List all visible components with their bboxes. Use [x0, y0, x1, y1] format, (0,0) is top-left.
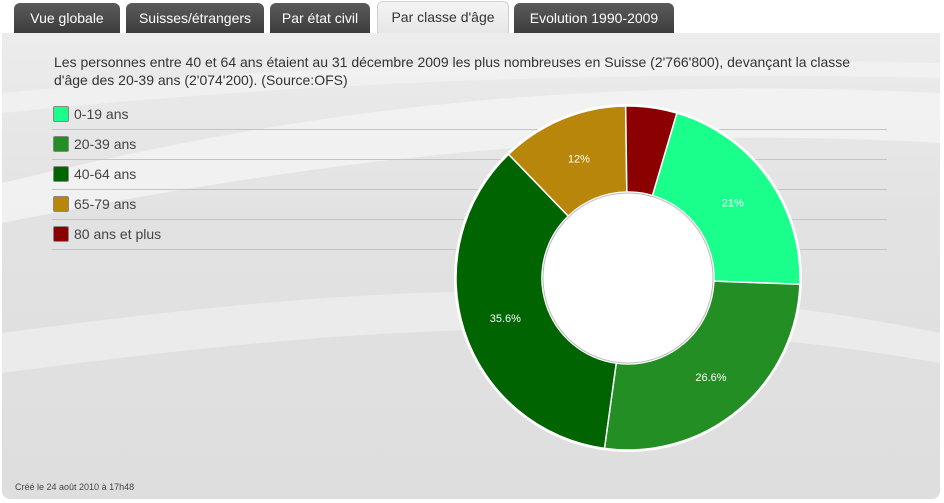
tab-evolution-1990-2009[interactable]: Evolution 1990-2009	[514, 3, 674, 34]
tab-bar: Vue globale Suisses/étrangers Par état c…	[0, 0, 944, 34]
legend-label: 65-79 ans	[74, 196, 137, 212]
legend-label: 0-19 ans	[74, 106, 129, 122]
tab-par-etat-civil[interactable]: Par état civil	[270, 3, 370, 34]
legend-item[interactable]: 0-19 ans	[52, 100, 887, 130]
legend-item[interactable]: 20-39 ans	[52, 130, 887, 160]
donut-slice-0-19-ans[interactable]	[651, 112, 801, 286]
legend-swatch	[53, 226, 69, 242]
donut-data-label: 21%	[722, 198, 744, 210]
donut-hole	[542, 192, 714, 364]
tab-par-classe-age[interactable]: Par classe d'âge	[377, 1, 509, 34]
creation-timestamp: Créé le 24 août 2010 à 17h48	[15, 482, 135, 492]
legend-swatch	[53, 136, 69, 152]
donut-data-label: 26.6%	[695, 372, 726, 384]
donut-data-label: 35.6%	[490, 313, 521, 325]
chart-panel: Les personnes entre 40 et 64 ans étaient…	[2, 33, 940, 499]
donut-chart: 21% 26.6% 35.6% 12%	[454, 104, 802, 452]
donut-slice-80-ans-et-plus[interactable]	[624, 105, 678, 197]
donut-slice-40-64-ans[interactable]	[455, 153, 618, 450]
legend-swatch	[53, 196, 69, 212]
tab-suisses-etrangers[interactable]: Suisses/étrangers	[126, 3, 264, 34]
legend-label: 80 ans et plus	[74, 226, 162, 242]
donut-slice-20-39-ans[interactable]	[603, 280, 801, 451]
tab-vue-globale[interactable]: Vue globale	[14, 3, 120, 34]
legend-label: 40-64 ans	[74, 166, 137, 182]
chart-description: Les personnes entre 40 et 64 ans étaient…	[54, 54, 851, 88]
donut-data-label: 12%	[568, 154, 590, 166]
legend-swatch	[53, 166, 69, 182]
legend-label: 20-39 ans	[74, 136, 137, 152]
legend-swatch	[53, 106, 69, 122]
legend-item[interactable]: 40-64 ans	[52, 160, 887, 190]
